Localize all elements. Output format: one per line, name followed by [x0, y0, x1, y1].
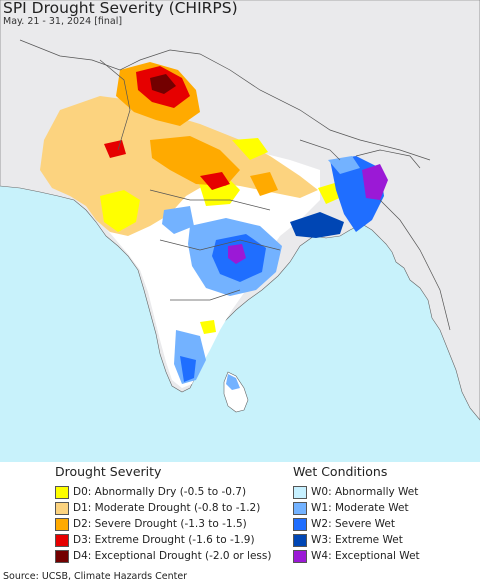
swatch-w3 [293, 533, 307, 547]
swatch-d4 [55, 549, 69, 563]
wet-legend: Wet Conditions W0: Abnormally Wet W1: Mo… [293, 464, 420, 564]
drought-legend: Drought Severity D0: Abnormally Dry (-0.… [55, 464, 271, 564]
drought-legend-heading: Drought Severity [55, 464, 162, 479]
swatch-d1 [55, 501, 69, 515]
swatch-d2 [55, 517, 69, 531]
legend-item-d4: D4: Exceptional Drought (-2.0 or less) [55, 548, 271, 564]
swatch-w4 [293, 549, 307, 563]
legend-label-d0: D0: Abnormally Dry (-0.5 to -0.7) [73, 486, 247, 498]
drought-d3-2 [200, 172, 230, 190]
legend-item-w2: W2: Severe Wet [293, 516, 420, 532]
map-title: SPI Drought Severity (CHIRPS) [3, 0, 238, 17]
map-subtitle: May. 21 - 31, 2024 [final] [3, 16, 123, 27]
swatch-d3 [55, 533, 69, 547]
swatch-d0 [55, 485, 69, 499]
legend-item-d1: D1: Moderate Drought (-0.8 to -1.2) [55, 500, 271, 516]
borders [19, 39, 451, 331]
swatch-w1 [293, 501, 307, 515]
wet-w2-south [180, 356, 196, 382]
legend: Drought Severity D0: Abnormally Dry (-0.… [0, 462, 480, 570]
legend-label-d3: D3: Extreme Drought (-1.6 to -1.9) [73, 534, 255, 546]
legend-label-w3: W3: Extreme Wet [311, 534, 403, 546]
wet-w1-south [174, 330, 206, 384]
legend-item-w1: W1: Moderate Wet [293, 500, 420, 516]
swatch-w0 [293, 485, 307, 499]
wet-w1-bhutan [328, 156, 360, 174]
legend-label-w4: W4: Exceptional Wet [311, 550, 420, 562]
drought-d2-3 [250, 172, 278, 196]
legend-label-d1: D1: Moderate Drought (-0.8 to -1.2) [73, 502, 261, 514]
map-area: SPI Drought Severity (CHIRPS) May. 21 - … [0, 0, 480, 462]
wet-w4-northeast [362, 164, 388, 200]
wet-legend-heading: Wet Conditions [293, 464, 388, 479]
swatch-w2 [293, 517, 307, 531]
legend-label-w0: W0: Abnormally Wet [311, 486, 419, 498]
wet-w3-coast [290, 212, 344, 238]
legend-item-w4: W4: Exceptional Wet [293, 548, 420, 564]
legend-item-d2: D2: Severe Drought (-1.3 to -1.5) [55, 516, 271, 532]
legend-item-d0: D0: Abnormally Dry (-0.5 to -0.7) [55, 484, 271, 500]
legend-item-w3: W3: Extreme Wet [293, 532, 420, 548]
legend-item-w0: W0: Abnormally Wet [293, 484, 420, 500]
drought-d4-1 [150, 74, 176, 94]
legend-label-w1: W1: Moderate Wet [311, 502, 409, 514]
drought-d0-3 [232, 138, 268, 160]
wet-w1-west [162, 206, 194, 234]
drought-d0-1 [100, 190, 140, 232]
drought-d3-3 [104, 140, 126, 158]
legend-label-d4: D4: Exceptional Drought (-2.0 or less) [73, 550, 272, 562]
drought-map [0, 0, 480, 421]
drought-d0-5 [200, 320, 216, 334]
sri-lanka-wet [226, 374, 240, 390]
legend-item-d3: D3: Extreme Drought (-1.6 to -1.9) [55, 532, 271, 548]
wet-w4-central [228, 244, 246, 264]
source-credit: Source: UCSB, Climate Hazards Center [3, 571, 188, 582]
legend-label-d2: D2: Severe Drought (-1.3 to -1.5) [73, 518, 247, 530]
legend-label-w2: W2: Severe Wet [311, 518, 395, 530]
